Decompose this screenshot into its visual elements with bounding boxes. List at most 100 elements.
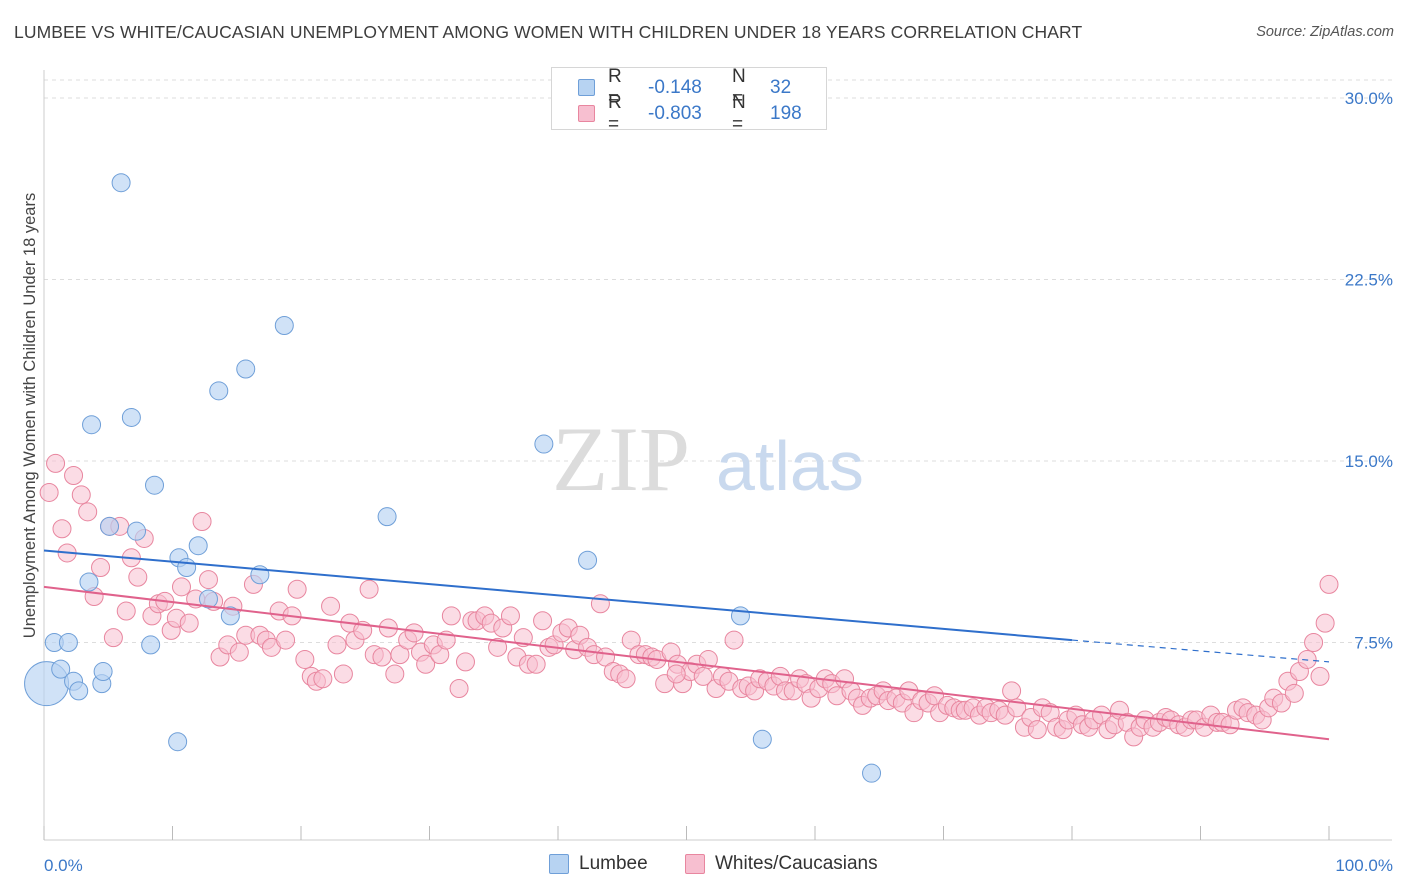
point-lumbee-2: [51, 659, 71, 679]
point-whites-8: [91, 557, 111, 577]
point-whites-30: [229, 642, 249, 662]
point-whites-74: [513, 628, 533, 648]
y-tick-label-2: 22.5%: [1345, 271, 1393, 290]
point-whites-46: [333, 664, 353, 684]
r-value: -0.803: [648, 103, 702, 124]
point-lumbee-29: [730, 606, 750, 626]
trend-line-whites: [43, 585, 1330, 741]
point-lumbee-14: [141, 635, 161, 655]
point-lumbee-10: [100, 516, 120, 536]
watermark-zip: ZIP: [552, 408, 690, 510]
point-whites-22: [179, 613, 199, 633]
point-whites-40: [295, 649, 315, 669]
point-whites-12: [116, 601, 136, 621]
point-whites-37: [276, 630, 296, 650]
point-whites-0: [39, 482, 59, 502]
series-whites-caucasians-points: [39, 453, 1339, 747]
lumbee-swatch: [549, 854, 569, 874]
point-lumbee-12: [121, 407, 141, 427]
lumbee-swatch: [578, 79, 595, 96]
point-whites-72: [500, 606, 520, 626]
point-whites-1: [46, 453, 66, 473]
y-axis-label-wrap: Unemployment Among Women with Children U…: [18, 90, 44, 740]
y-axis-label: Unemployment Among Women with Children U…: [21, 192, 40, 638]
whites-swatch: [578, 105, 595, 122]
r-label: R =: [608, 66, 622, 109]
point-whites-54: [385, 664, 405, 684]
point-whites-44: [321, 596, 341, 616]
y-tick-label-3: 30.0%: [1345, 89, 1393, 108]
point-whites-57: [404, 623, 424, 643]
chart-title: LUMBEE VS WHITE/CAUCASIAN UNEMPLOYMENT A…: [14, 22, 1083, 42]
point-whites-90: [616, 669, 636, 689]
n-value: 198: [770, 103, 802, 124]
point-lumbee-23: [236, 359, 256, 379]
n-label: N =: [732, 66, 746, 109]
r-value: -0.148: [648, 77, 702, 98]
legend-item-whites[interactable]: Whites/Caucasians: [685, 852, 878, 876]
watermark: ZIP atlas: [552, 408, 864, 510]
point-lumbee-31: [862, 763, 882, 783]
point-whites-63: [441, 606, 461, 626]
point-lumbee-13: [127, 521, 147, 541]
x-tick-labels: 0.0% 100.0%: [44, 856, 1393, 875]
point-lumbee-28: [578, 550, 598, 570]
trend-lines: [43, 549, 1330, 741]
series-lumbee-points: [24, 173, 882, 783]
point-whites-150: [1002, 681, 1022, 701]
legend-item-lumbee[interactable]: Lumbee: [549, 852, 648, 876]
point-whites-24: [192, 512, 212, 531]
point-lumbee-7: [82, 415, 102, 435]
point-lumbee-3: [58, 633, 78, 652]
point-lumbee-19: [188, 536, 208, 556]
r-label: R =: [608, 92, 622, 135]
x-tick-label-min: 0.0%: [44, 856, 83, 875]
point-lumbee-15: [145, 475, 165, 495]
point-lumbee-5: [69, 681, 89, 701]
point-lumbee-21: [209, 381, 229, 401]
correlation-legend: R = -0.148 N = 32 R = -0.803 N = 198: [551, 66, 827, 135]
point-lumbee-9: [93, 662, 113, 682]
point-whites-10: [103, 628, 123, 648]
x-tick-label-max: 100.0%: [1335, 856, 1393, 875]
point-whites-52: [372, 647, 392, 667]
point-lumbee-30: [752, 729, 772, 749]
point-whites-107: [724, 630, 744, 650]
point-whites-4: [64, 466, 84, 486]
point-whites-65: [455, 652, 475, 672]
point-whites-76: [526, 654, 546, 674]
point-whites-103: [698, 649, 718, 669]
point-whites-194: [1284, 683, 1304, 703]
watermark-atlas: atlas: [716, 427, 864, 505]
point-whites-2: [52, 519, 72, 539]
point-whites-200: [1319, 574, 1339, 594]
point-whites-192: [1271, 693, 1291, 713]
point-whites-21: [171, 577, 191, 597]
point-lumbee-25: [274, 315, 294, 335]
axes: [43, 70, 1392, 841]
point-lumbee-16: [168, 732, 188, 752]
point-whites-154: [1027, 720, 1047, 740]
point-lumbee-26: [377, 507, 397, 527]
point-lumbee-6: [79, 572, 99, 592]
point-whites-25: [198, 570, 218, 590]
legend-label-whites: Whites/Caucasians: [715, 853, 878, 874]
point-lumbee-18: [177, 557, 197, 577]
point-whites-6: [78, 502, 98, 522]
y-tick-labels: 7.5% 15.0% 22.5% 30.0%: [1345, 89, 1393, 653]
point-whites-197: [1304, 633, 1324, 652]
trend-line-lumbee: [43, 549, 1073, 642]
point-whites-199: [1315, 613, 1335, 633]
point-whites-201: [666, 664, 686, 684]
trend-line-lumbee-extension: [1071, 639, 1330, 663]
source-credit: Source: ZipAtlas.com: [1256, 24, 1394, 40]
series-legend: Lumbee Whites/Caucasians: [0, 852, 1406, 876]
point-lumbee-27: [534, 434, 554, 454]
legend-label-lumbee: Lumbee: [579, 853, 648, 874]
whites-swatch: [685, 854, 705, 874]
point-whites-50: [359, 579, 379, 599]
point-lumbee-22: [220, 606, 240, 626]
point-whites-59: [416, 654, 436, 674]
point-whites-39: [287, 579, 307, 599]
point-lumbee-11: [111, 173, 131, 193]
